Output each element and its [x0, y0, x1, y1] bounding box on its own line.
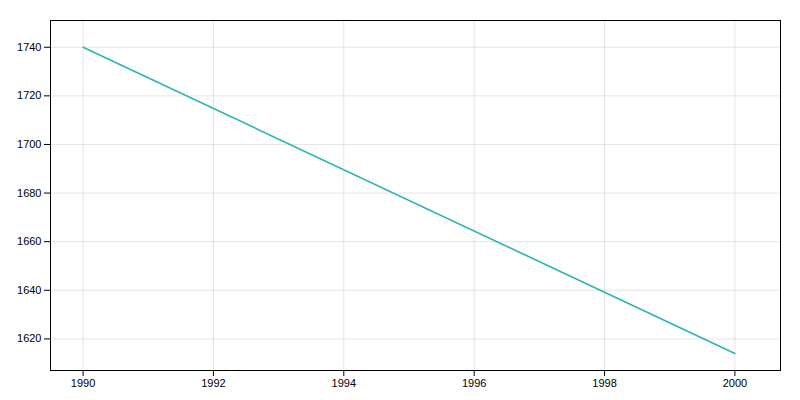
svg-text:2000: 2000	[723, 377, 747, 389]
svg-text:1640: 1640	[17, 284, 41, 296]
svg-text:1996: 1996	[462, 377, 486, 389]
svg-text:1700: 1700	[17, 138, 41, 150]
svg-text:1994: 1994	[332, 377, 356, 389]
svg-text:1992: 1992	[201, 377, 225, 389]
svg-text:1990: 1990	[71, 377, 95, 389]
svg-text:1720: 1720	[17, 89, 41, 101]
svg-text:1660: 1660	[17, 235, 41, 247]
svg-text:1620: 1620	[17, 332, 41, 344]
svg-text:1680: 1680	[17, 187, 41, 199]
svg-text:1740: 1740	[17, 41, 41, 53]
svg-text:1998: 1998	[592, 377, 616, 389]
